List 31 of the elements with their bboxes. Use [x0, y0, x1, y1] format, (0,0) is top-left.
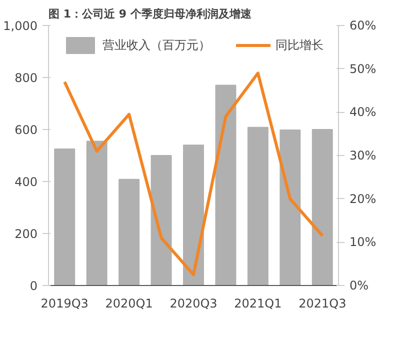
bar: [150, 155, 172, 286]
y-tick-label: 1,000: [3, 19, 38, 33]
line-series: [63, 72, 324, 276]
y-tick-label: 800: [14, 71, 38, 85]
y2-tick-label: 10%: [350, 235, 376, 250]
y2-tick-label: 50%: [350, 62, 376, 76]
bar: [118, 178, 140, 286]
x-tick-label: 2021Q1: [234, 296, 282, 310]
x-tick-label: 2020Q1: [105, 296, 153, 310]
bar: [312, 129, 333, 286]
legend-label: 同比增长: [276, 36, 324, 54]
bar: [86, 140, 108, 286]
y2-tick-label: 0%: [350, 278, 369, 292]
y-tick-label: 200: [14, 227, 38, 241]
y2-tick-label: 40%: [350, 105, 376, 120]
y2-tick-label: 20%: [350, 192, 376, 206]
y2-tick-label: 60%: [350, 18, 376, 32]
y-tick-label: 600: [14, 123, 38, 137]
bar: [215, 84, 236, 286]
legend-label: 营业收入（百万元）: [102, 36, 210, 54]
bar: [54, 148, 76, 286]
bar: [247, 126, 268, 286]
x-tick-label: 2021Q3: [298, 296, 346, 310]
y2-tick-label: 30%: [350, 148, 376, 162]
y-tick-label: 0: [30, 279, 38, 293]
chart-title: 图 1：公司近 9 个季度归母净利润及增速: [48, 8, 252, 20]
x-tick-label: 2019Q3: [40, 296, 88, 310]
bar: [280, 130, 301, 286]
bar: [183, 144, 204, 286]
y-tick-label: 400: [14, 175, 38, 189]
x-tick-label: 2020Q3: [170, 296, 218, 310]
